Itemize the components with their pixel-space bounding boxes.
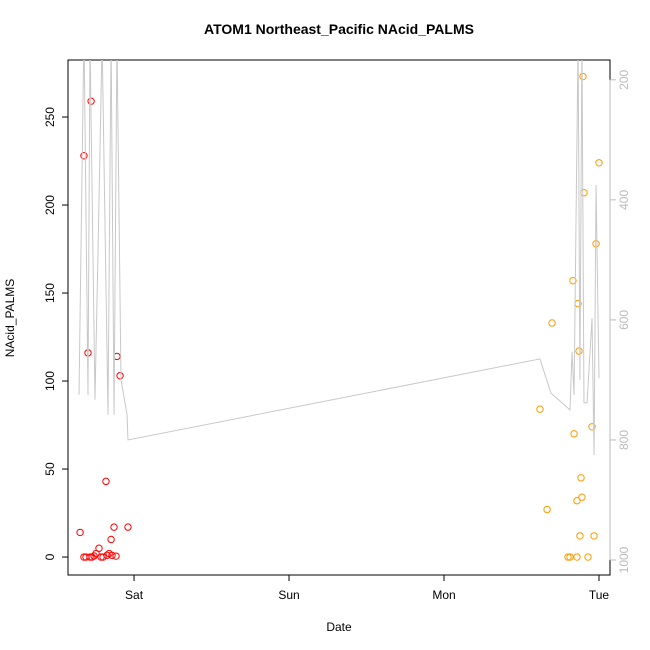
y2-tick-label: 800 [617, 430, 631, 450]
data-point [566, 553, 574, 561]
y-tick-label: 150 [43, 283, 57, 303]
data-point [76, 528, 84, 537]
x-tick-label: Tue [589, 588, 610, 602]
pressure-line [78, 60, 600, 455]
data-point [579, 72, 587, 81]
data-point [590, 532, 598, 540]
data-point [124, 523, 132, 531]
data-point [578, 493, 586, 501]
data-point [569, 277, 577, 285]
data-point [90, 552, 98, 560]
plot-frame [67, 59, 611, 576]
chart-title: ATOM1 Northeast_Pacific NAcid_PALMS [204, 21, 474, 37]
data-point [99, 553, 107, 561]
data-point [536, 405, 544, 413]
x-axis-label: Date [326, 620, 352, 634]
data-point [584, 553, 592, 561]
y-tick-label: 200 [43, 195, 57, 215]
data-point [575, 347, 583, 355]
data-point [103, 551, 111, 559]
y2-tick-label: 1000 [617, 546, 631, 573]
y2-tick-label: 200 [617, 69, 631, 89]
data-point [570, 430, 578, 438]
data-point [80, 152, 88, 160]
x-tick-label: Mon [432, 588, 455, 602]
y-tick-label: 0 [43, 553, 57, 560]
data-point [110, 523, 118, 531]
data-point [595, 159, 603, 167]
data-point [116, 372, 124, 380]
data-point [564, 553, 572, 561]
data-point [107, 535, 115, 544]
data-point [573, 497, 581, 505]
y-axis-label: NAcid_PALMS [3, 279, 17, 357]
data-point [108, 551, 116, 559]
y-tick-label: 100 [43, 371, 57, 391]
data-point [112, 552, 120, 560]
data-point [577, 474, 585, 482]
data-point [95, 544, 103, 552]
x-tick-label: Sat [125, 588, 144, 602]
data-point [102, 477, 110, 486]
data-point [86, 553, 94, 561]
data-point [576, 532, 584, 540]
y-tick-label: 250 [43, 107, 57, 127]
data-point [548, 319, 556, 327]
x-tick-label: Sun [278, 588, 299, 602]
data-point [543, 505, 551, 514]
data-point [580, 189, 588, 197]
data-point [588, 423, 596, 431]
y2-tick-label: 600 [617, 310, 631, 330]
data-point [573, 553, 581, 561]
y-tick-label: 50 [43, 462, 57, 476]
y2-tick-label: 400 [617, 190, 631, 210]
plot-area [76, 60, 603, 561]
